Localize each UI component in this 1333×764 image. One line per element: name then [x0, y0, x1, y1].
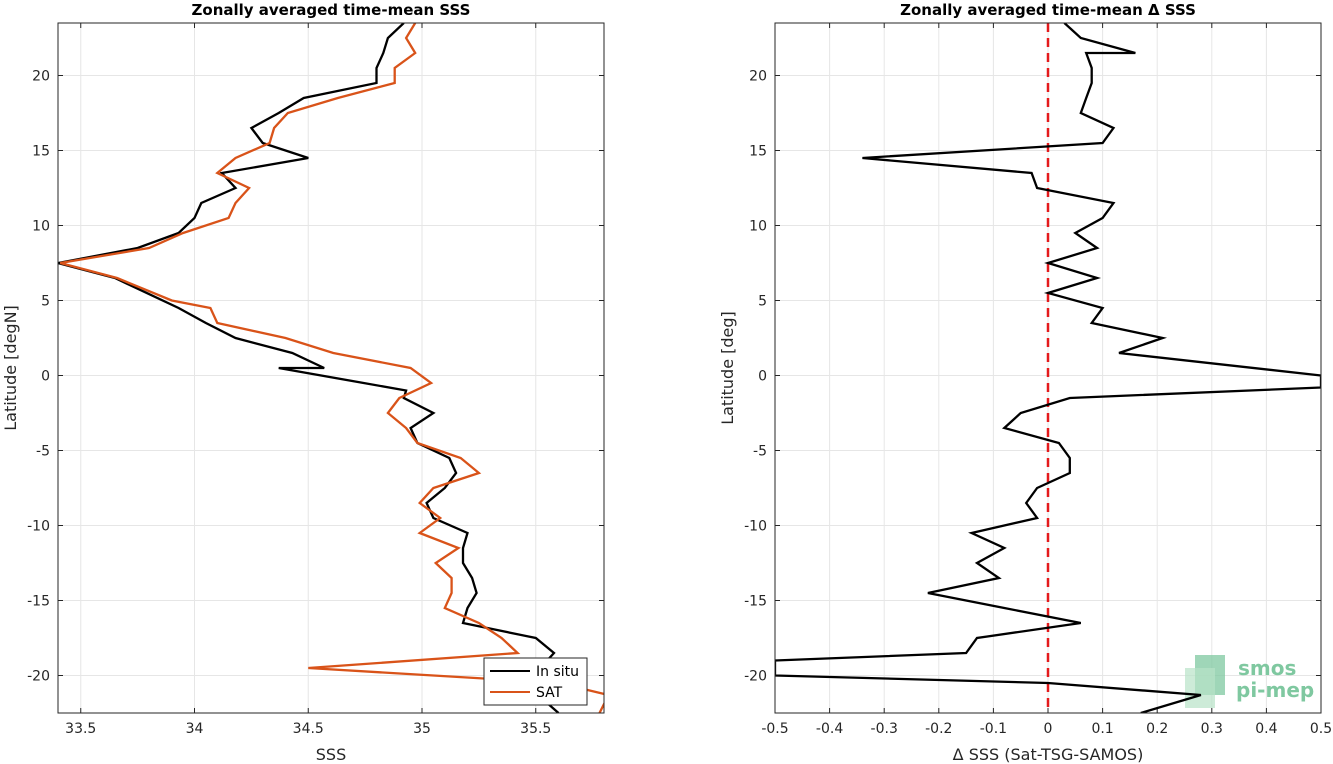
delta-ticks: -0.5 -0.4 -0.3 -0.2 -0.1 0 0.1 0.2 0.3 0.4 0.5 -20 -… — [744, 23, 1332, 737]
x-tick-label: 34 — [186, 721, 204, 737]
y-tick-label: 5 — [41, 294, 50, 310]
x-tick-label: 0 — [1044, 721, 1053, 737]
sss-y-axis-label: Latitude [degN] — [1, 305, 20, 431]
x-tick-label: 35 — [413, 721, 431, 737]
logo-swatch-front — [1185, 668, 1215, 708]
sss-x-axis-label: SSS — [316, 745, 346, 764]
y-tick-label: -20 — [27, 669, 50, 685]
y-tick-label: 10 — [32, 219, 50, 235]
x-tick-label: -0.2 — [925, 721, 952, 737]
legend-box — [483, 657, 588, 706]
y-tick-label: -20 — [744, 669, 767, 685]
sss-ticks: 33.5 34 34.5 35 35.5 -20 -15 -10 -5 0 5 10 15 20 — [27, 23, 604, 737]
legend-label-in-situ: In situ — [536, 664, 579, 680]
x-tick-label: 0.5 — [1310, 721, 1332, 737]
sss-chart-title: Zonally averaged time-mean SSS — [192, 1, 471, 19]
y-tick-label: 15 — [749, 144, 767, 160]
delta-chart-title: Zonally averaged time-mean Δ SSS — [900, 1, 1196, 19]
delta-axes-box — [774, 22, 1322, 714]
logo-line2: pi-mep — [1236, 678, 1314, 702]
x-tick-label: -0.5 — [761, 721, 788, 737]
x-tick-label: -0.4 — [816, 721, 843, 737]
y-tick-label: 15 — [32, 144, 50, 160]
x-tick-label: -0.3 — [871, 721, 898, 737]
x-tick-label: 0.3 — [1201, 721, 1223, 737]
y-tick-label: 5 — [758, 294, 767, 310]
legend-label-sat: SAT — [536, 685, 563, 701]
x-tick-label: 0.1 — [1091, 721, 1113, 737]
y-tick-label: -10 — [27, 519, 50, 535]
delta-x-axis-label: Δ SSS (Sat-TSG-SAMOS) — [953, 745, 1144, 764]
x-tick-label: 34.5 — [293, 721, 324, 737]
x-tick-label: 35.5 — [520, 721, 551, 737]
y-tick-label: -5 — [753, 444, 767, 460]
sss-axes-box — [57, 22, 605, 714]
y-tick-label: 20 — [32, 69, 50, 85]
y-tick-label: 0 — [41, 369, 50, 385]
sss-chart-panel: 33.5 34 34.5 35 35.5 -20 -15 -10 -5 0 5 10 15 20 Zona… — [1, 1, 605, 764]
y-tick-label: -15 — [27, 594, 50, 610]
series-line-1 — [60, 23, 604, 713]
sss-series — [58, 23, 604, 713]
x-tick-label: 0.4 — [1255, 721, 1277, 737]
series-line-0 — [775, 23, 1321, 713]
sss-legend: In situ SAT — [483, 657, 588, 706]
y-tick-label: 10 — [749, 219, 767, 235]
x-tick-label: -0.1 — [980, 721, 1007, 737]
delta-y-axis-label: Latitude [deg] — [718, 311, 737, 425]
y-tick-label: -5 — [36, 444, 50, 460]
x-tick-label: 0.2 — [1146, 721, 1168, 737]
series-line-0 — [58, 23, 560, 713]
y-tick-label: -15 — [744, 594, 767, 610]
sss-plot-area — [58, 23, 604, 713]
delta-series — [775, 23, 1321, 713]
smos-pi-mep-logo: smos pi-mep — [1185, 655, 1314, 708]
delta-sss-chart-panel: -0.5 -0.4 -0.3 -0.2 -0.1 0 0.1 0.2 0.3 0.4 0.5 -20 -… — [718, 1, 1332, 764]
y-tick-label: 0 — [758, 369, 767, 385]
y-tick-label: 20 — [749, 69, 767, 85]
x-tick-label: 33.5 — [65, 721, 96, 737]
logo-line1: smos — [1238, 656, 1296, 680]
y-tick-label: -10 — [744, 519, 767, 535]
sss-grid — [58, 23, 604, 713]
